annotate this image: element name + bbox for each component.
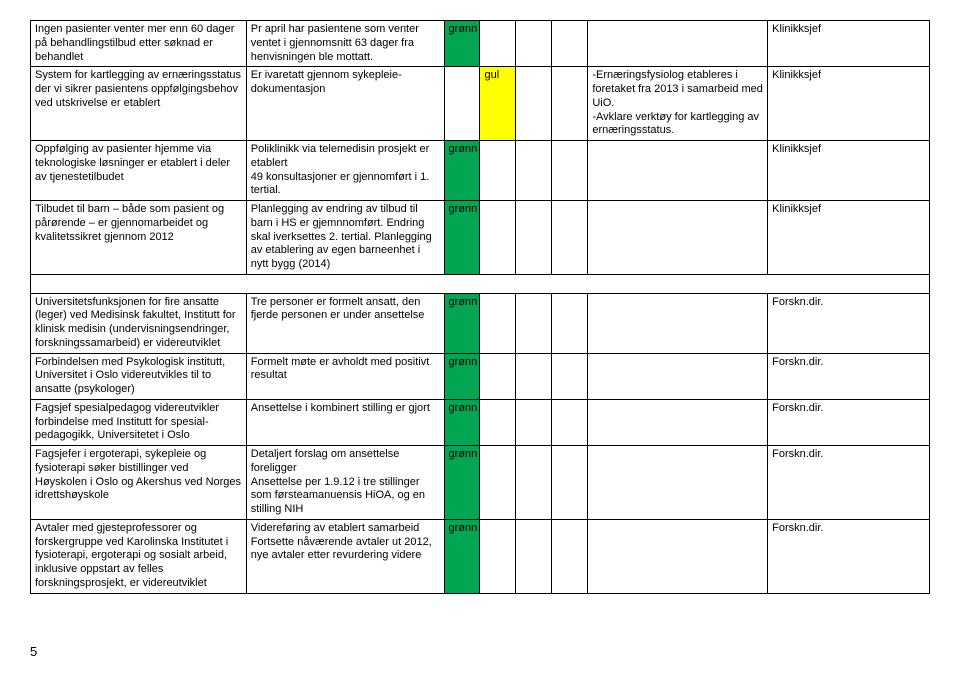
status-cell	[516, 446, 552, 520]
status-cell: grønn	[444, 201, 480, 275]
status-cell	[516, 399, 552, 445]
status-cell	[552, 519, 588, 593]
table-row: Fagsjef spesialpedagog videreutvikler fo…	[31, 399, 930, 445]
status-cell: grønn	[444, 21, 480, 67]
status-cell	[480, 201, 516, 275]
responsible-cell: Klinikksjef	[768, 141, 930, 201]
table-row: Tilbudet til barn – både som pasient og …	[31, 201, 930, 275]
responsible-cell: Forskn.dir.	[768, 399, 930, 445]
table-row: Universitetsfunksjonen for fire ansatte …	[31, 293, 930, 353]
status-cell	[552, 141, 588, 201]
status-cell	[516, 519, 552, 593]
status-text-cell: Videreføring av etablert samarbeid Forts…	[246, 519, 444, 593]
responsible-cell: Forskn.dir.	[768, 519, 930, 593]
measure-cell: Fagsjefer i ergoterapi, sykepleie og fys…	[31, 446, 247, 520]
status-text-cell: Formelt møte er avholdt med positivt res…	[246, 353, 444, 399]
responsible-cell: Klinikksjef	[768, 21, 930, 67]
status-cell	[552, 353, 588, 399]
data-table: Ingen pasienter venter mer enn 60 dager …	[30, 20, 930, 594]
status-cell: grønn	[444, 446, 480, 520]
status-cell	[552, 67, 588, 141]
comment-cell	[588, 519, 768, 593]
responsible-cell: Forskn.dir.	[768, 353, 930, 399]
status-cell: grønn	[444, 141, 480, 201]
comment-cell	[588, 446, 768, 520]
status-cell: grønn	[444, 353, 480, 399]
status-text-cell: Er ivaretatt gjennom sykepleie-dokumenta…	[246, 67, 444, 141]
comment-cell	[588, 399, 768, 445]
table-row: System for kartlegging av ernæringsstatu…	[31, 67, 930, 141]
status-cell	[516, 21, 552, 67]
comment-cell	[588, 141, 768, 201]
comment-cell: -Ernæringsfysiolog etableres i foretaket…	[588, 67, 768, 141]
table-row: Forbindelsen med Psykologisk institutt, …	[31, 353, 930, 399]
status-cell	[480, 519, 516, 593]
table-row: Avtaler med gjesteprofessorer og forsker…	[31, 519, 930, 593]
status-cell	[516, 67, 552, 141]
status-text-cell: Ansettelse i kombinert stilling er gjort	[246, 399, 444, 445]
status-text-cell: Tre personer er formelt ansatt, den fjer…	[246, 293, 444, 353]
status-text-cell: Detaljert forslag om ansettelse foreligg…	[246, 446, 444, 520]
status-text-cell: Poliklinikk via telemedisin prosjekt er …	[246, 141, 444, 201]
status-text-cell: Pr april har pasientene som venter vente…	[246, 21, 444, 67]
measure-cell: Ingen pasienter venter mer enn 60 dager …	[31, 21, 247, 67]
status-cell	[480, 353, 516, 399]
responsible-cell: Forskn.dir.	[768, 446, 930, 520]
measure-cell: Avtaler med gjesteprofessorer og forsker…	[31, 519, 247, 593]
status-cell	[480, 399, 516, 445]
status-cell	[516, 141, 552, 201]
status-cell	[552, 293, 588, 353]
status-cell: gul	[480, 67, 516, 141]
comment-cell	[588, 201, 768, 275]
measure-cell: Oppfølging av pasienter hjemme via tekno…	[31, 141, 247, 201]
measure-cell: Tilbudet til barn – både som pasient og …	[31, 201, 247, 275]
responsible-cell: Forskn.dir.	[768, 293, 930, 353]
status-cell	[552, 399, 588, 445]
responsible-cell: Klinikksjef	[768, 201, 930, 275]
responsible-cell: Klinikksjef	[768, 67, 930, 141]
status-cell	[516, 293, 552, 353]
status-cell: grønn	[444, 519, 480, 593]
status-cell	[552, 201, 588, 275]
status-cell	[516, 353, 552, 399]
status-cell	[480, 293, 516, 353]
status-cell: grønn	[444, 399, 480, 445]
measure-cell: Fagsjef spesialpedagog videreutvikler fo…	[31, 399, 247, 445]
status-cell	[552, 21, 588, 67]
page-number: 5	[30, 644, 930, 659]
comment-cell	[588, 293, 768, 353]
status-cell	[552, 446, 588, 520]
status-cell	[480, 141, 516, 201]
status-cell	[444, 67, 480, 141]
table-row: Fagsjefer i ergoterapi, sykepleie og fys…	[31, 446, 930, 520]
measure-cell: Universitetsfunksjonen for fire ansatte …	[31, 293, 247, 353]
measure-cell: System for kartlegging av ernæringsstatu…	[31, 67, 247, 141]
section-heading: Målområde 2 – Forskning, utvikling og in…	[31, 274, 930, 293]
status-cell	[480, 21, 516, 67]
status-cell: grønn	[444, 293, 480, 353]
table-row: Oppfølging av pasienter hjemme via tekno…	[31, 141, 930, 201]
comment-cell	[588, 21, 768, 67]
status-cell	[516, 201, 552, 275]
measure-cell: Forbindelsen med Psykologisk institutt, …	[31, 353, 247, 399]
status-text-cell: Planlegging av endring av tilbud til bar…	[246, 201, 444, 275]
section-heading-row: Målområde 2 – Forskning, utvikling og in…	[31, 274, 930, 293]
status-cell	[480, 446, 516, 520]
comment-cell	[588, 353, 768, 399]
table-row: Ingen pasienter venter mer enn 60 dager …	[31, 21, 930, 67]
